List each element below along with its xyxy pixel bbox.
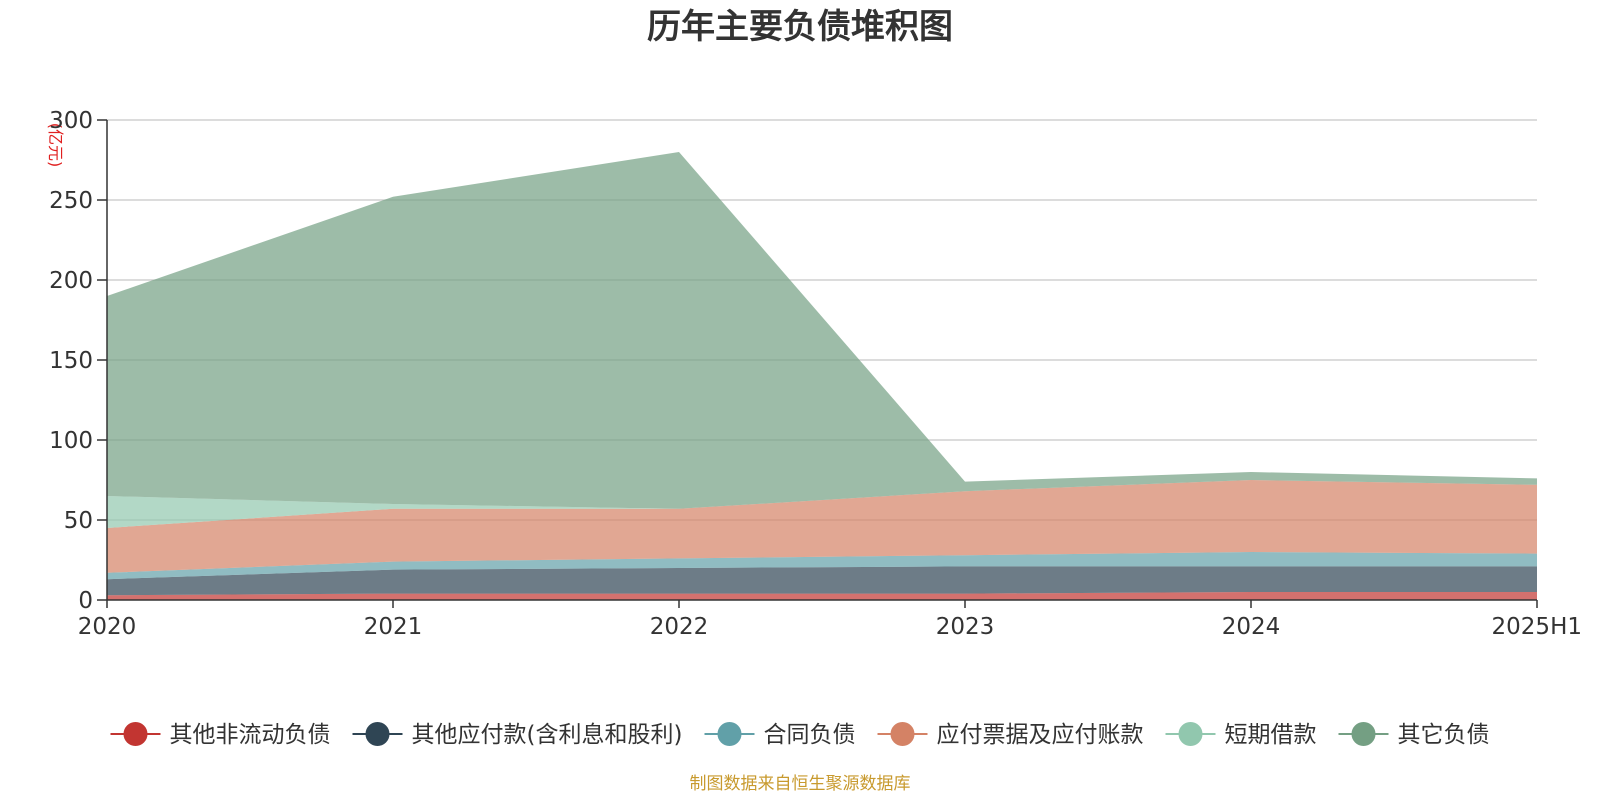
y-tick-label: 0: [78, 588, 93, 614]
legend-label: 合同负债: [764, 722, 856, 748]
x-tick-label: 2021: [364, 614, 423, 640]
legend-marker: [717, 722, 742, 746]
data-source-note: 制图数据来自恒生聚源数据库: [690, 774, 911, 794]
legend-marker: [1351, 722, 1376, 746]
y-tick-label: 100: [49, 428, 93, 454]
y-tick-label: 200: [49, 268, 93, 294]
x-tick-label: 2023: [936, 614, 995, 640]
x-tick-label: 2024: [1222, 614, 1281, 640]
legend-label: 其他应付款(含利息和股利): [412, 722, 683, 748]
x-tick-label: 2020: [78, 614, 137, 640]
x-tick-label: 2025H1: [1492, 614, 1582, 640]
area-series-1: [107, 566, 1537, 596]
y-tick-label: 50: [64, 508, 93, 534]
legend-label: 短期借款: [1225, 722, 1317, 748]
y-tick-label: 250: [49, 188, 93, 214]
chart-title: 历年主要负债堆积图: [647, 7, 953, 47]
legend-marker: [365, 722, 390, 746]
legend: 其他非流动负债 其他应付款(含利息和股利) 合同负债 应付票据及应付账款 短期借款 其它负…: [110, 722, 1490, 748]
legend-item-1[interactable]: 其他应付款(含利息和股利): [352, 722, 683, 748]
area-series: [107, 152, 1537, 600]
legend-marker: [890, 722, 915, 746]
legend-label: 应付票据及应付账款: [937, 722, 1144, 748]
legend-item-0[interactable]: 其他非流动负债: [110, 722, 331, 748]
y-tick-label: 150: [49, 348, 93, 374]
axes: 0 50 100 150 200 250 300 2020 2021 2022 2023 2024 20…: [49, 108, 1582, 640]
legend-item-2[interactable]: 合同负债: [704, 722, 856, 748]
legend-marker: [1178, 722, 1203, 746]
area-series-2: [107, 552, 1537, 580]
legend-marker: [123, 722, 148, 746]
x-tick-label: 2022: [650, 614, 709, 640]
legend-label: 其它负债: [1398, 722, 1490, 748]
legend-item-3[interactable]: 应付票据及应付账款: [877, 722, 1144, 748]
legend-item-4[interactable]: 短期借款: [1165, 722, 1317, 748]
area-series-3: [107, 480, 1537, 573]
legend-label: 其他非流动负债: [170, 722, 331, 748]
area-series-0: [107, 592, 1537, 600]
y-tick-label: 300: [49, 108, 93, 134]
area-series-5: [107, 152, 1537, 509]
y-axis-unit-label: (亿元): [46, 123, 65, 168]
legend-item-5[interactable]: 其它负债: [1338, 722, 1490, 748]
